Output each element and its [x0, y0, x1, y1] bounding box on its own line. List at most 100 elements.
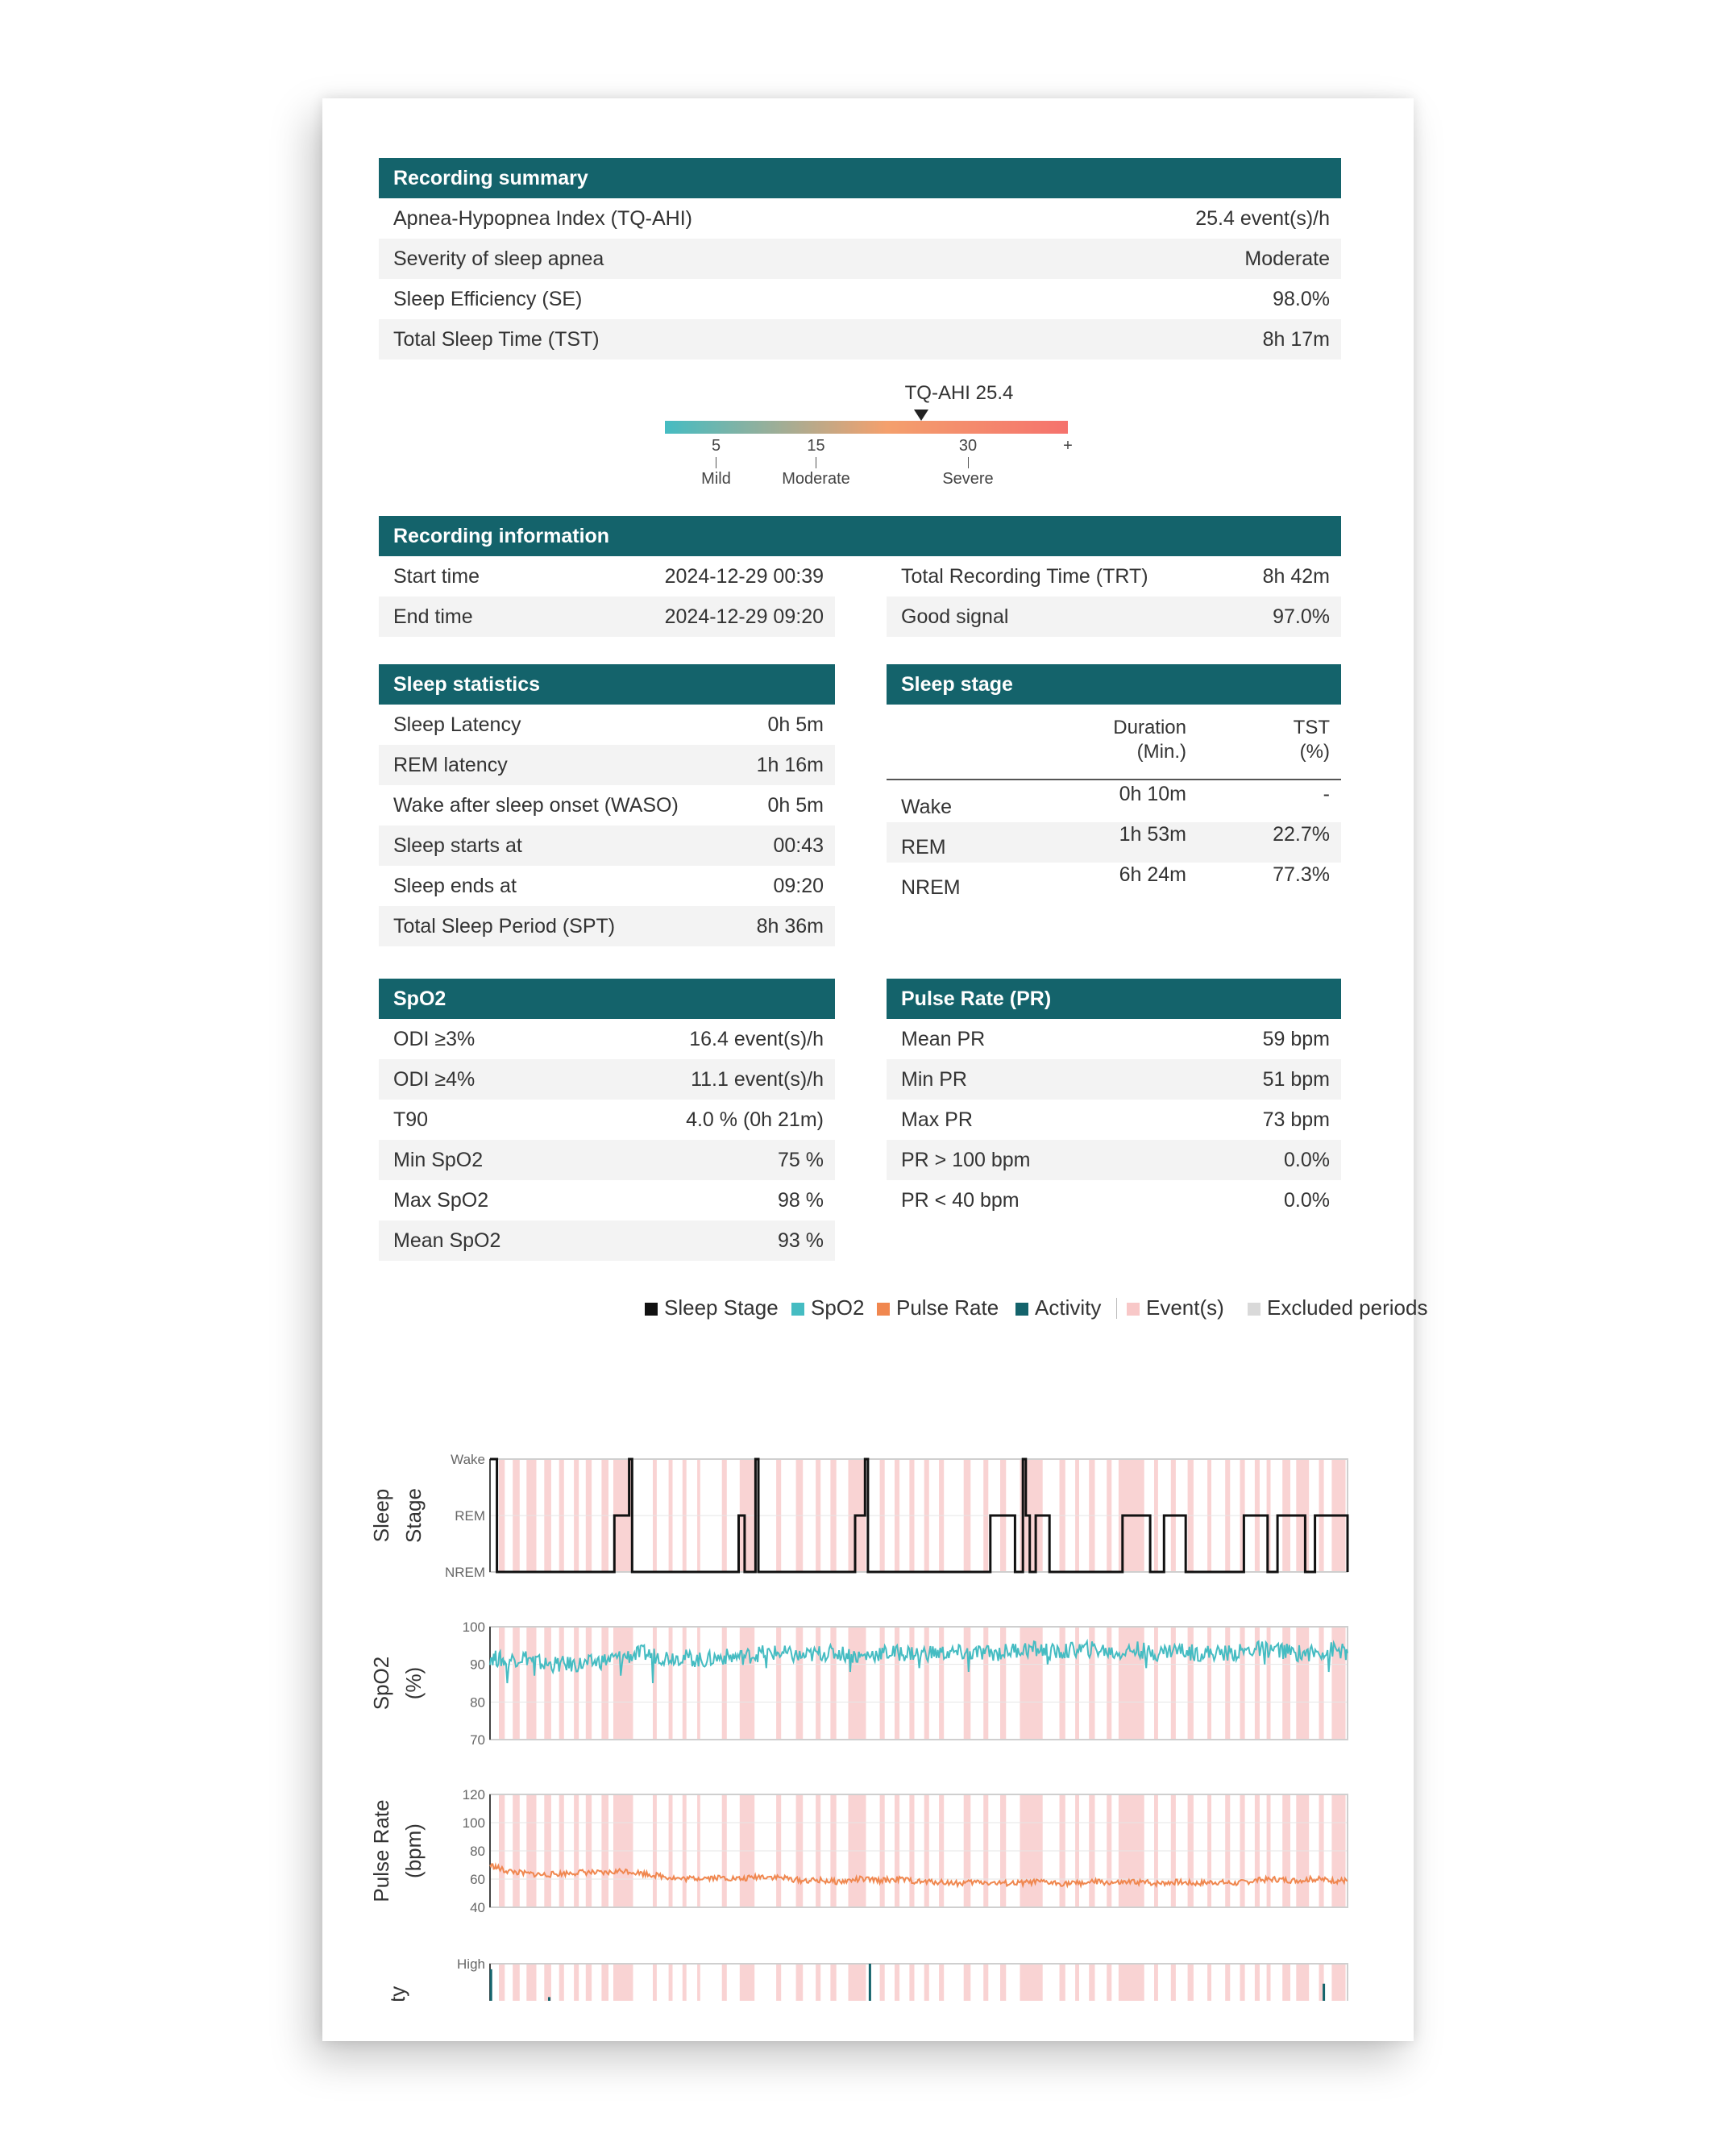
- recording-summary-table: Apnea-Hypopnea Index (TQ-AHI) 25.4 event(…: [379, 198, 1341, 360]
- summary-row: Severity of sleep apnea Moderate: [379, 239, 1341, 279]
- spo2-value: 4.0 % (0h 21m): [686, 1108, 824, 1131]
- event-band: [513, 1627, 520, 1740]
- event-band: [544, 1964, 551, 2001]
- sleep-stat-value: 0h 5m: [767, 794, 824, 817]
- legend-label: SpO2: [811, 1295, 865, 1320]
- severity-tick: 5 Mild: [660, 437, 773, 489]
- event-band: [1207, 1964, 1211, 2001]
- chart-panel-3: 120 100 80 60 40 Pulse Rate (bpm): [369, 1787, 1348, 1915]
- recording-info-label: Start time: [393, 565, 480, 588]
- report-page: Recording summary Apnea-Hypopnea Index (…: [322, 98, 1427, 2041]
- severity-tick-name: Severe: [942, 470, 994, 488]
- severity-scale-label: TQ-AHI 25.4: [904, 382, 1014, 404]
- event-band: [848, 1964, 866, 2001]
- recording-info-row: Start time 2024-12-29 00:39: [379, 556, 835, 597]
- event-band: [1000, 1627, 1007, 1740]
- event-band: [721, 1964, 727, 2001]
- sleep-stat-row: Sleep Latency 0h 5m: [379, 705, 835, 745]
- spo2-row: ODI ≥3% 16.4 event(s)/h: [379, 1019, 835, 1059]
- event-band: [682, 1964, 687, 2001]
- y-axis-title: (%): [401, 1667, 426, 1699]
- pulse-rate-value: 0.0%: [1284, 1149, 1330, 1171]
- event-band: [924, 1964, 929, 2001]
- y-tick-label: 100: [463, 1815, 485, 1831]
- legend-item: Excluded periods: [1248, 1291, 1427, 1324]
- pulse-rate-label: Mean PR: [901, 1028, 986, 1050]
- legend-swatch: [645, 1303, 658, 1316]
- legend-item: Event(s): [1127, 1291, 1224, 1324]
- event-band: [1170, 1964, 1176, 2001]
- y-axis-title: Sleep: [369, 1489, 393, 1543]
- event-band: [1331, 1964, 1346, 2001]
- event-band: [526, 1964, 537, 2001]
- severity-marker-icon: [913, 410, 928, 421]
- event-band: [983, 1964, 989, 2001]
- event-band: [1020, 1964, 1043, 2001]
- legend-swatch: [1127, 1303, 1140, 1316]
- event-band: [1282, 1964, 1290, 2001]
- event-band: [879, 1964, 885, 2001]
- spo2-line: [489, 1638, 1348, 1684]
- recording-info-row: End time 2024-12-29 09:20: [379, 597, 835, 637]
- event-band: [924, 1627, 929, 1740]
- y-tick-label: 80: [470, 1844, 485, 1859]
- sleep-stage-duration: 0h 10m: [1119, 783, 1186, 805]
- event-band: [909, 1627, 915, 1740]
- y-tick-label: 40: [470, 1900, 485, 1915]
- sleep-stat-value: 8h 36m: [756, 915, 824, 938]
- y-tick-label: 90: [470, 1657, 485, 1673]
- event-band: [1075, 1627, 1079, 1740]
- event-band: [1089, 1627, 1095, 1740]
- spo2-label: Min SpO2: [393, 1149, 484, 1171]
- y-tick-label: 80: [470, 1694, 485, 1710]
- severity-tick-number: 30: [958, 437, 978, 455]
- y-tick-label: REM: [455, 1508, 485, 1524]
- pulse-rate-row: Min PR 51 bpm: [887, 1059, 1341, 1100]
- spo2-label: Mean SpO2: [393, 1229, 501, 1252]
- sleep-stage-label: NREM: [901, 876, 961, 899]
- sleep-stage-tst-header: TST (%): [1293, 717, 1330, 763]
- pulse-rate-label: PR > 100 bpm: [901, 1149, 1031, 1171]
- event-band: [1020, 1627, 1043, 1740]
- event-band: [1187, 1964, 1194, 2001]
- severity-tick-number: +: [1063, 437, 1073, 455]
- event-band: [559, 1627, 564, 1740]
- event-band: [585, 1627, 592, 1740]
- sleep-stage-row: NREM 6h 24m 77.3%: [887, 863, 1341, 903]
- legend-swatch: [1248, 1303, 1260, 1316]
- y-tick-label: NREM: [445, 1565, 485, 1580]
- event-band: [1225, 1627, 1231, 1740]
- event-band: [830, 1964, 837, 2001]
- event-band: [1296, 1627, 1310, 1740]
- spo2-value: 11.1 event(s)/h: [691, 1068, 824, 1091]
- pulse-rate-label: Min PR: [901, 1068, 967, 1091]
- sleep-stat-value: 09:20: [773, 875, 824, 897]
- event-band: [1118, 1964, 1144, 2001]
- recording-info-row: Total Recording Time (TRT) 8h 42m: [887, 556, 1341, 597]
- event-band: [816, 1964, 821, 2001]
- event-band: [499, 1964, 505, 2001]
- severity-tick-number: 5: [711, 437, 721, 455]
- y-tick-label: 120: [463, 1787, 485, 1802]
- y-axis-title: (bpm): [401, 1823, 426, 1878]
- event-band: [795, 1964, 804, 2001]
- severity-tick-name: Mild: [701, 470, 731, 488]
- event-band: [653, 1627, 657, 1740]
- event-band: [1187, 1627, 1194, 1740]
- y-axis-title: Activity: [385, 1986, 409, 2001]
- y-tick-label: 70: [470, 1732, 485, 1748]
- event-band: [963, 1627, 971, 1740]
- chart-legend: Sleep Stage SpO2 Pulse Rate Activity Event(s…: [564, 1291, 1427, 1324]
- legend-label: Pulse Rate: [896, 1295, 999, 1320]
- spo2-row: ODI ≥4% 11.1 event(s)/h: [379, 1059, 835, 1100]
- y-tick-label: High: [457, 1956, 485, 1972]
- summary-label: Severity of sleep apnea: [393, 247, 604, 270]
- event-band: [668, 1627, 673, 1740]
- spo2-label: ODI ≥3%: [393, 1028, 476, 1050]
- event-band: [939, 1627, 945, 1740]
- y-tick-label: 100: [463, 1620, 485, 1635]
- legend-swatch: [877, 1303, 890, 1316]
- event-band: [559, 1964, 564, 2001]
- recording-info-label: Good signal: [901, 605, 1009, 628]
- severity-tick-line: [967, 457, 969, 468]
